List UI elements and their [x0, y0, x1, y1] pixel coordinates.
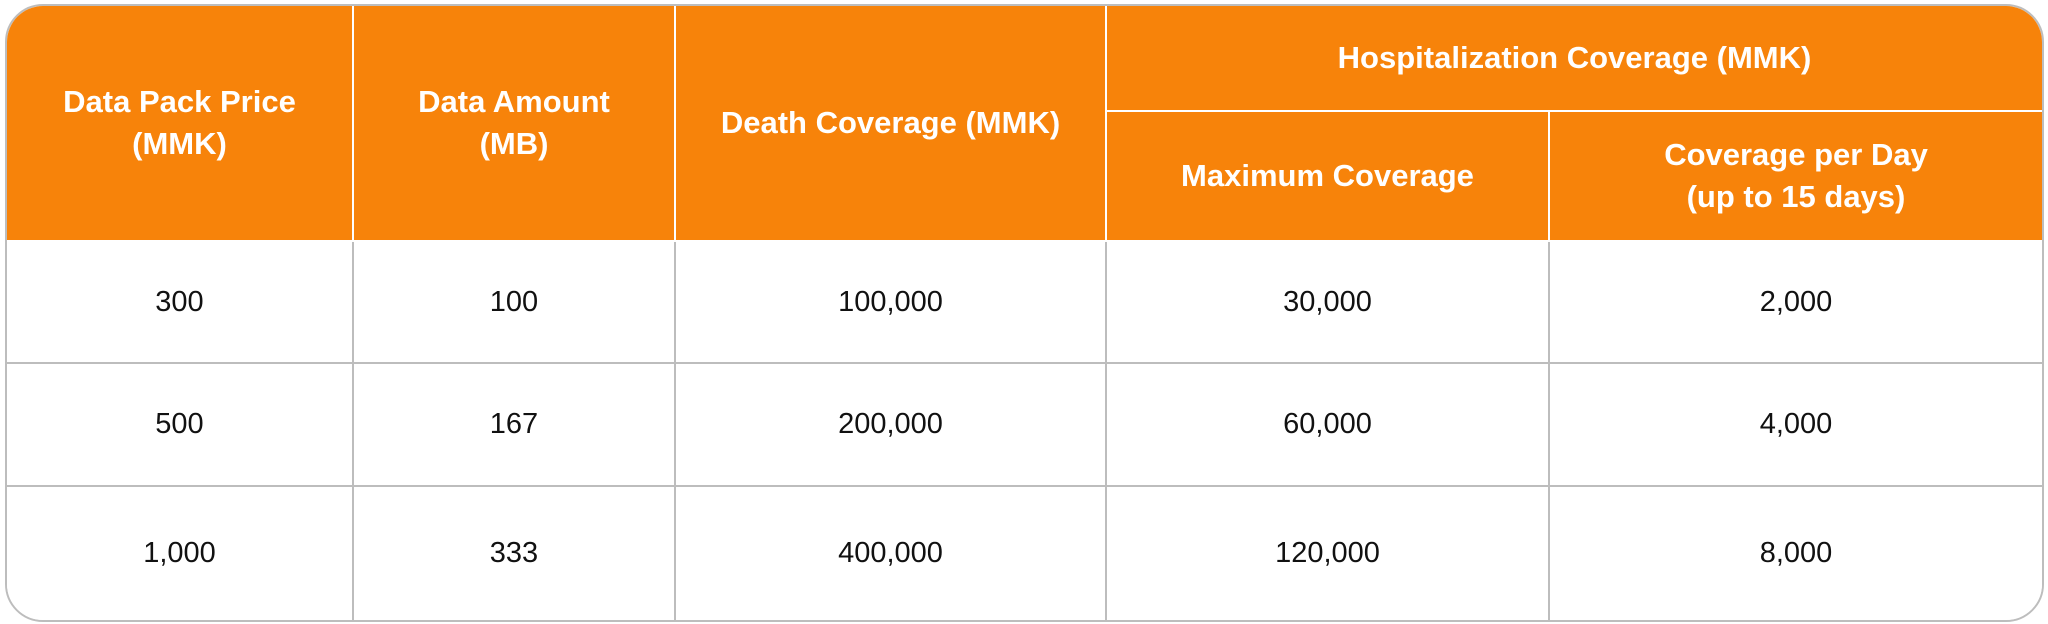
cell-death-coverage: 200,000	[674, 362, 1107, 487]
cell-data-amount: 100	[352, 239, 676, 365]
header-maximum-coverage: Maximum Coverage	[1106, 110, 1550, 242]
cell-death-coverage: 100,000	[674, 239, 1107, 365]
cell-coverage-per-day: 8,000	[1548, 484, 2042, 620]
header-data-pack-price-line2: (MMK)	[132, 126, 227, 161]
table-header: Data Pack Price (MMK) Data Amount (MB) D…	[7, 6, 2042, 242]
cell-death-coverage: 400,000	[674, 484, 1107, 620]
table-row: 1,000 333 400,000 120,000 8,000	[7, 484, 2042, 620]
header-data-amount-line1: Data Amount	[418, 84, 610, 119]
header-coverage-per-day-line1: Coverage per Day	[1664, 137, 1928, 172]
table-row: 500 167 200,000 60,000 4,000	[7, 362, 2042, 487]
header-data-pack-price: Data Pack Price (MMK)	[7, 6, 354, 242]
header-data-amount-line2: (MB)	[479, 126, 549, 161]
header-data-amount: Data Amount (MB)	[352, 6, 676, 242]
cell-maximum-coverage: 120,000	[1105, 484, 1550, 620]
cell-coverage-per-day: 4,000	[1548, 362, 2042, 487]
cell-data-amount: 167	[352, 362, 676, 487]
header-coverage-per-day-line2: (up to 15 days)	[1686, 179, 1906, 214]
cell-maximum-coverage: 30,000	[1105, 239, 1550, 365]
header-data-pack-price-line1: Data Pack Price	[63, 84, 296, 119]
coverage-table-container: Data Pack Price (MMK) Data Amount (MB) D…	[5, 4, 2044, 622]
header-hospitalization-coverage: Hospitalization Coverage (MMK)	[1105, 6, 2042, 112]
cell-data-pack-price: 1,000	[7, 484, 354, 620]
coverage-table: Data Pack Price (MMK) Data Amount (MB) D…	[7, 6, 2042, 620]
cell-data-pack-price: 500	[7, 362, 354, 487]
cell-coverage-per-day: 2,000	[1548, 239, 2042, 365]
cell-data-pack-price: 300	[7, 239, 354, 365]
cell-maximum-coverage: 60,000	[1105, 362, 1550, 487]
table-body: 300 100 100,000 30,000 2,000 500 167 200…	[7, 239, 2042, 620]
header-coverage-per-day: Coverage per Day (up to 15 days)	[1548, 110, 2042, 242]
cell-data-amount: 333	[352, 484, 676, 620]
header-death-coverage: Death Coverage (MMK)	[674, 6, 1107, 242]
table-row: 300 100 100,000 30,000 2,000	[7, 239, 2042, 365]
